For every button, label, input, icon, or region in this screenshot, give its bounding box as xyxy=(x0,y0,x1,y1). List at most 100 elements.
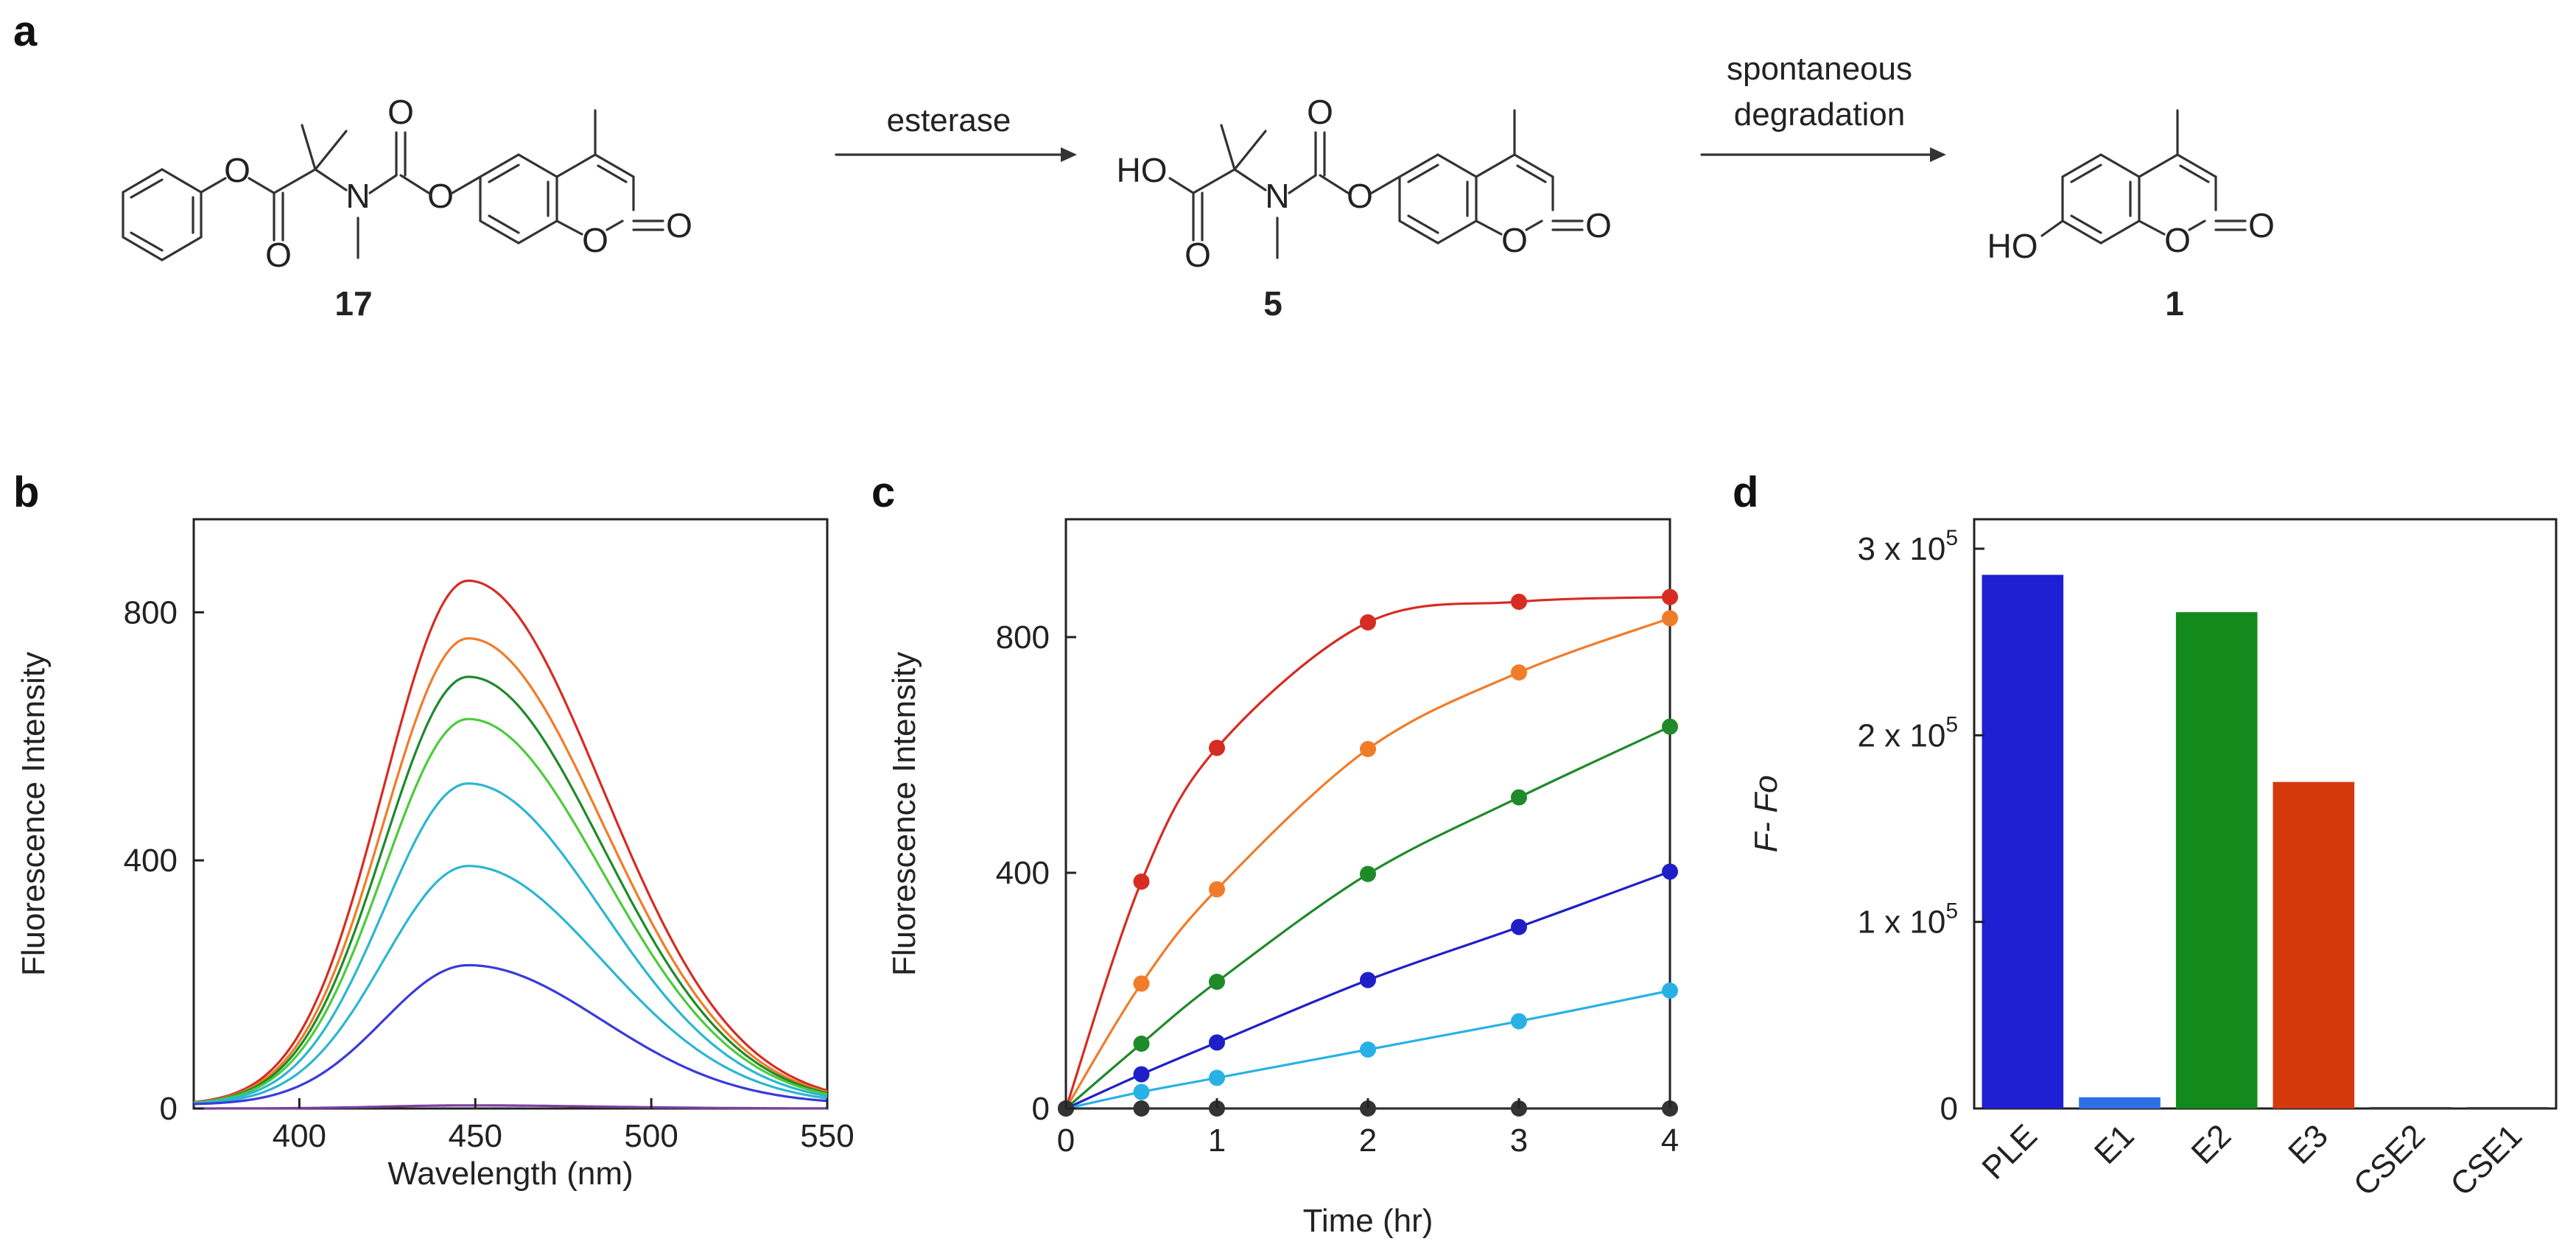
chart-c-data-point xyxy=(1662,588,1678,605)
lactone-oxygen-1: O xyxy=(2164,221,2191,259)
chart-c-data-point xyxy=(1662,863,1678,880)
chart-d-category-label: E2 xyxy=(2185,1117,2239,1171)
compound-17-structure: O O N O O xyxy=(122,93,692,274)
chart-d-bar-e3 xyxy=(2273,781,2355,1108)
hydroxyl-label-1: HO xyxy=(1987,227,2038,265)
chart-c-data-point xyxy=(1511,664,1527,681)
chart-d-y-ticks: 0 1 x 105 2 x 105 3 x 105 xyxy=(1857,526,1984,1127)
chart-c-data-point xyxy=(1360,971,1376,988)
chart-c-series-group xyxy=(1058,588,1678,1117)
chart-d-y-axis-label: F- Fo xyxy=(1748,775,1784,852)
chart-d-category-label: CSE1 xyxy=(2443,1117,2529,1203)
compound-label-1: 1 xyxy=(2165,284,2184,323)
compound-label-17: 17 xyxy=(334,284,372,323)
chart-c-x-tick-label: 4 xyxy=(1661,1122,1679,1159)
panel-label-c: c xyxy=(871,468,895,516)
chart-c-series-line-2 xyxy=(1064,616,1671,1109)
chart-d-y-tick-label: 2 x 105 xyxy=(1857,712,1958,753)
chart-d-category-label: PLE xyxy=(1975,1117,2043,1186)
chart-b-x-tick-label: 450 xyxy=(449,1118,502,1154)
chart-d-bar-ple xyxy=(1982,574,2064,1108)
chart-c-data-point xyxy=(1511,789,1527,806)
chart-c-y-ticks: 0 400 800 xyxy=(996,619,1076,1127)
chart-c-x-tick-label: 3 xyxy=(1510,1122,1528,1159)
panel-label-b: b xyxy=(13,468,39,516)
chart-c-x-axis-label: Time (hr) xyxy=(1303,1203,1433,1239)
chart-b-series-line-5 xyxy=(193,782,828,1105)
chart-d-y-tick-label: 1 x 105 xyxy=(1857,899,1958,941)
panel-label-d: d xyxy=(1733,468,1758,516)
chart-b-y-tick-label: 400 xyxy=(124,843,178,879)
chart-d-bars-group xyxy=(1982,574,2549,1108)
chart-b-y-tick-label: 800 xyxy=(124,594,178,630)
chart-b-series-line-2 xyxy=(193,637,828,1104)
chart-b-y-tick-label: 0 xyxy=(160,1091,178,1127)
chart-b-x-tick-label: 400 xyxy=(273,1118,326,1154)
chart-b-series-line-4 xyxy=(193,717,828,1104)
compound-1-structure: HO O O xyxy=(1987,109,2275,265)
lactone-carbonyl-oxygen-1: O xyxy=(2248,206,2275,245)
ester-oxygen-17: O xyxy=(224,151,250,189)
chart-b-x-tick-label: 550 xyxy=(800,1118,854,1154)
chart-c-data-point xyxy=(1133,1066,1150,1083)
chart-b-series-line-6 xyxy=(193,865,828,1105)
chart-c-y-tick-label: 0 xyxy=(1032,1091,1050,1127)
reaction-scheme: O O N O O xyxy=(122,51,2275,323)
chart-b-series-line-1 xyxy=(193,579,828,1103)
chart-b-y-ticks: 0 400 800 xyxy=(124,594,204,1127)
chart-b-x-ticks: 400 450 500 550 xyxy=(273,1098,854,1154)
chart-c-data-point xyxy=(1133,1036,1150,1052)
chart-c-data-point xyxy=(1209,1034,1225,1051)
chart-c-x-tick-label: 1 xyxy=(1208,1122,1226,1159)
chart-d-bar-e2 xyxy=(2175,612,2258,1108)
coumarin-benzene-1 xyxy=(2061,153,2141,245)
compound-5-structure: HO O N O O xyxy=(1117,93,1612,274)
lactone-oxygen-5: O xyxy=(1501,221,1528,259)
chart-d-bar-chart: 0 1 x 105 2 x 105 3 x 105 PLE E1 E2 E3 CSE2 CSE1… xyxy=(1748,518,2558,1203)
arrow-label-esterase: esterase xyxy=(887,102,1011,138)
chart-c-x-tick-label: 2 xyxy=(1359,1122,1377,1159)
arrow-label-spontaneous: spontaneous xyxy=(1727,51,1912,87)
panel-label-a: a xyxy=(13,7,38,55)
chart-c-data-point xyxy=(1360,614,1376,630)
chart-c-data-point xyxy=(1209,881,1225,898)
nitrogen-17: N xyxy=(345,177,370,215)
chart-c-data-point xyxy=(1209,974,1225,990)
chart-b-series-line-3 xyxy=(193,675,828,1104)
chart-c-data-point xyxy=(1662,983,1678,999)
lactone-oxygen-17: O xyxy=(582,221,608,259)
chart-c-x-tick-label: 0 xyxy=(1057,1122,1075,1159)
chart-b-x-axis-label: Wavelength (nm) xyxy=(387,1156,633,1192)
chart-d-plot-frame xyxy=(1973,518,2558,1110)
chart-c-data-point xyxy=(1209,1069,1225,1086)
chart-c-y-tick-label: 400 xyxy=(996,855,1050,891)
nitrogen-5: N xyxy=(1265,177,1289,215)
chart-c-data-point xyxy=(1360,1041,1376,1058)
chart-b-x-tick-label: 500 xyxy=(624,1118,678,1154)
lactone-carbonyl-oxygen-5: O xyxy=(1585,206,1612,245)
chart-b-series-group xyxy=(193,579,828,1110)
carbamate-oxygen-5: O xyxy=(1347,177,1373,215)
chart-c-x-ticks: 0 1 2 3 4 xyxy=(1057,1098,1679,1159)
chart-c-data-point xyxy=(1209,739,1225,756)
chart-c-y-axis-label: Fluorescence Intensity xyxy=(886,652,922,976)
chart-b-emission-spectra: 400 450 500 550 0 400 800 Wavelength (nm) Flu… xyxy=(15,518,854,1192)
chart-d-bar-cse2 xyxy=(2370,1106,2452,1108)
chart-d-bar-e1 xyxy=(2079,1097,2161,1108)
chart-c-data-point xyxy=(1133,1083,1150,1100)
carbonyl-oxygen-5b: O xyxy=(1307,93,1333,131)
chart-c-y-tick-label: 800 xyxy=(996,619,1050,656)
chart-c-series-line-1 xyxy=(1064,596,1671,1109)
reaction-arrowhead-1 xyxy=(1061,147,1077,162)
chart-c-data-point xyxy=(1511,1013,1527,1030)
chart-d-category-label: E1 xyxy=(2088,1117,2141,1171)
chart-c-data-point xyxy=(1662,610,1678,627)
chart-c-data-point xyxy=(1360,741,1376,757)
chart-d-category-label: CSE2 xyxy=(2347,1117,2432,1203)
chart-c-data-point xyxy=(1133,1100,1150,1117)
chart-b-plot-frame xyxy=(192,518,829,1110)
lactone-carbonyl-oxygen-17: O xyxy=(666,206,692,245)
chart-c-time-course: 0 1 2 3 4 0 400 800 Time (hr) Fluorescence Int… xyxy=(886,518,1679,1239)
chart-c-data-point xyxy=(1360,865,1376,882)
